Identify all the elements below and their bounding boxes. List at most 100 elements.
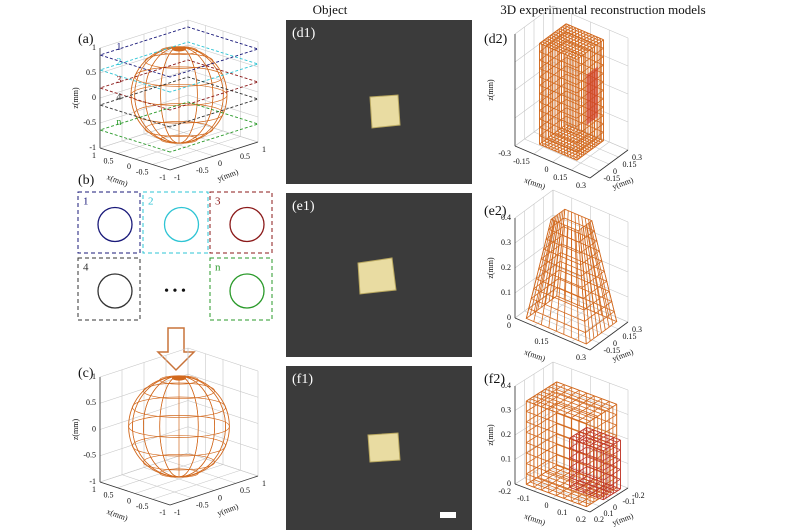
grid-line [187, 400, 259, 424]
inner-notch [586, 66, 598, 126]
panel-label: (e1) [292, 199, 315, 214]
y-tick-label: 1 [262, 479, 266, 488]
y-tick-label: -0.5 [196, 501, 209, 510]
z-tick-label: 0 [507, 313, 511, 322]
grid-line [514, 5, 554, 35]
wire [589, 434, 608, 447]
wire [569, 446, 587, 459]
y-tick-label: 0.15 [623, 332, 637, 341]
wire [569, 456, 587, 468]
wire [542, 24, 570, 46]
y-tick-label: -1 [174, 173, 181, 182]
grid-line [533, 131, 610, 165]
wire [576, 478, 594, 491]
z-tick-label: 0 [92, 93, 96, 102]
axis-line [169, 141, 259, 171]
sphere-latitude [159, 468, 199, 478]
slice-cell [77, 191, 141, 254]
x-tick-label: -0.5 [136, 167, 149, 176]
z-tick-label: 0.5 [86, 68, 96, 77]
sample [369, 94, 401, 129]
x-tick-label: 0.15 [553, 173, 567, 182]
wire [603, 478, 621, 491]
wire [576, 47, 604, 69]
cell-label: 3 [215, 196, 221, 208]
axis-line [589, 149, 629, 179]
wire [561, 127, 600, 145]
cell-label: 1 [83, 196, 89, 208]
wire [569, 486, 604, 501]
slice-label: n [116, 117, 121, 128]
grid-line [99, 452, 189, 483]
ellipsis: • • • [164, 284, 186, 299]
z-tick-label: 0.3 [501, 238, 511, 247]
wire [603, 449, 621, 461]
panel-label: (d2) [484, 32, 508, 47]
grid-line [187, 69, 259, 93]
wire [565, 40, 604, 57]
wire [525, 219, 552, 319]
wire [533, 216, 555, 313]
y-tick-label: 0.5 [240, 486, 250, 495]
x-tick-label: 0 [127, 162, 131, 171]
z-tick-label: 0.2 [501, 263, 511, 272]
sphere-latitude [143, 453, 215, 471]
wire [548, 386, 610, 410]
y-tick-label: 0 [613, 503, 617, 512]
y-axis-title: y(mm) [611, 511, 635, 527]
wire [526, 464, 557, 485]
z-axis-title: z(mm) [71, 419, 80, 441]
sphere-latitude [144, 53, 214, 69]
wire [569, 427, 587, 439]
wire [584, 217, 603, 316]
x-axis-title: x(mm) [523, 175, 547, 191]
sphere-latitude [143, 382, 215, 400]
wire [563, 210, 569, 300]
grid-line [514, 361, 554, 387]
wire [539, 59, 578, 77]
wire [582, 481, 601, 493]
wire [588, 219, 610, 319]
x-tick-label: 0.3 [576, 353, 586, 362]
grid-line [143, 133, 215, 157]
cell-label: 4 [83, 262, 89, 274]
wire [569, 476, 587, 488]
y-tick-label: -0.5 [196, 166, 209, 175]
sphere-latitude [132, 396, 226, 418]
wire [576, 39, 604, 60]
wire [540, 222, 559, 325]
z-tick-label: -0.5 [83, 118, 96, 127]
wire [589, 483, 608, 496]
x-tick-label: 0.2 [576, 515, 586, 524]
y-tick-label: 0.3 [632, 325, 642, 334]
wire [561, 26, 600, 44]
wire [574, 229, 580, 341]
wire [563, 25, 602, 42]
wire [583, 478, 618, 492]
wire [552, 210, 564, 299]
wire [577, 214, 588, 309]
wire [563, 125, 602, 143]
wire [586, 424, 617, 445]
grid-line [514, 117, 554, 147]
z-tick-label: 1 [92, 372, 96, 381]
wire [579, 480, 614, 494]
wire [565, 31, 604, 49]
grid-line [187, 347, 259, 372]
slice-label: 3 [116, 75, 121, 86]
panel-label: (e2) [484, 204, 507, 219]
slice-plane [98, 26, 260, 78]
sphere-latitude [128, 415, 230, 438]
wire [586, 476, 621, 490]
grid-line [187, 44, 259, 68]
wire [582, 432, 601, 444]
x-axis-title: x(mm) [523, 347, 547, 363]
wire [603, 439, 621, 452]
axis-line [99, 481, 171, 506]
grid-line [552, 361, 629, 391]
slice-plane [98, 76, 260, 128]
wire [591, 220, 618, 322]
y-tick-label: 0 [613, 167, 617, 176]
wire [539, 23, 567, 44]
